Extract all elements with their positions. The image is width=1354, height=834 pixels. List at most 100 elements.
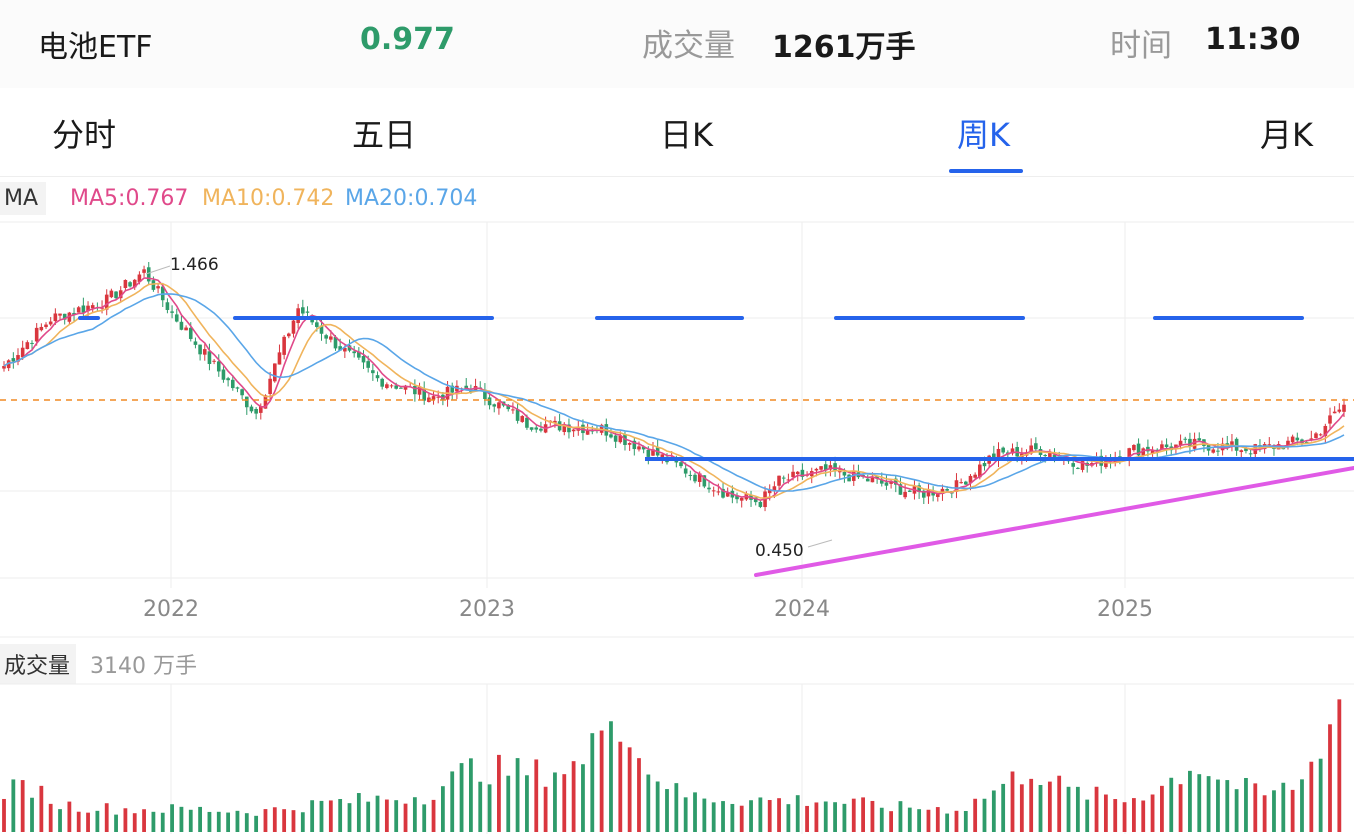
volume-bar bbox=[1300, 779, 1304, 832]
candle-body bbox=[240, 389, 244, 396]
candle-body bbox=[767, 489, 772, 494]
user-drawn-lines bbox=[0, 316, 1354, 577]
candle-body bbox=[688, 474, 693, 476]
tab-daily-k[interactable]: 日K bbox=[660, 116, 713, 154]
volume-bar bbox=[1244, 777, 1248, 832]
candle-body bbox=[268, 378, 272, 395]
volume-bar bbox=[1085, 799, 1090, 832]
candle-body bbox=[781, 477, 786, 479]
candle-body bbox=[1337, 409, 1342, 412]
candle-body bbox=[1314, 433, 1318, 439]
volume-bar bbox=[674, 783, 679, 832]
candle-body bbox=[842, 471, 847, 476]
high-annotation-leader bbox=[145, 265, 171, 275]
volume-bar bbox=[963, 810, 968, 832]
candle-body bbox=[935, 494, 940, 497]
candle-body bbox=[343, 347, 347, 352]
active-tab-indicator bbox=[949, 169, 1023, 173]
candle-body bbox=[380, 378, 384, 387]
candle-body bbox=[1267, 444, 1272, 446]
volume-bar bbox=[1253, 783, 1258, 832]
volume-bar bbox=[1113, 799, 1118, 832]
candle-body bbox=[249, 406, 254, 412]
volume-bar bbox=[795, 795, 800, 832]
volume-bar bbox=[291, 810, 296, 832]
candle-body bbox=[1178, 440, 1183, 446]
candle-body bbox=[870, 477, 875, 483]
candle-body bbox=[758, 501, 763, 507]
volume-bar bbox=[1188, 770, 1192, 832]
candle-body bbox=[403, 385, 408, 390]
candle-body bbox=[875, 475, 879, 479]
volume-bar bbox=[151, 811, 156, 832]
volume-bar bbox=[30, 797, 34, 832]
candle-body bbox=[506, 404, 511, 410]
volume-bar bbox=[1001, 783, 1006, 832]
candle-body bbox=[431, 396, 436, 400]
volume-bar bbox=[468, 758, 473, 832]
volume-bar bbox=[926, 809, 931, 832]
candle-body bbox=[725, 492, 730, 497]
candle-body bbox=[996, 448, 1001, 460]
candle-body bbox=[613, 435, 618, 442]
volume-bar bbox=[459, 763, 464, 832]
candle-body bbox=[627, 443, 632, 445]
candle-body bbox=[515, 409, 520, 421]
tab-intraday[interactable]: 分时 bbox=[52, 116, 117, 154]
volume-bar bbox=[1122, 802, 1127, 832]
volume-bar bbox=[683, 797, 688, 832]
volume-bar bbox=[263, 809, 268, 832]
tab-five-day[interactable]: 五日 bbox=[352, 116, 417, 154]
candle-body bbox=[235, 387, 240, 389]
volume-bar bbox=[170, 804, 174, 832]
candle-body bbox=[959, 482, 963, 484]
candle-body bbox=[1010, 448, 1015, 454]
candle-body bbox=[1136, 443, 1141, 456]
candle-body bbox=[48, 321, 53, 325]
tab-monthly-k[interactable]: 月K bbox=[1260, 116, 1313, 154]
volume-bar bbox=[1272, 790, 1276, 832]
ma20-value: MA20:0.704 bbox=[345, 186, 478, 211]
security-name: 电池ETF bbox=[38, 30, 153, 65]
volume-bar bbox=[412, 797, 417, 832]
candle-body bbox=[2, 365, 6, 369]
candle-body bbox=[711, 490, 716, 492]
tab-weekly-k[interactable]: 周K bbox=[957, 116, 1010, 154]
volume-bar bbox=[272, 807, 277, 832]
candle-body bbox=[609, 434, 613, 438]
volume-bar bbox=[1169, 777, 1174, 832]
candle-body bbox=[417, 386, 422, 395]
candle-body bbox=[693, 474, 697, 482]
candle-body bbox=[978, 464, 982, 478]
candle-body bbox=[11, 358, 16, 362]
candle-body bbox=[371, 370, 375, 374]
candle-body bbox=[30, 342, 34, 344]
candle-body bbox=[399, 387, 403, 389]
volume-bar bbox=[86, 812, 90, 832]
candle-body bbox=[1295, 437, 1300, 441]
candle-body bbox=[254, 408, 258, 414]
candle-body bbox=[898, 484, 903, 495]
ma-indicator-tag[interactable]: MA bbox=[0, 182, 47, 215]
candle-body bbox=[287, 333, 291, 337]
volume-bar bbox=[478, 781, 483, 832]
volume-indicator-tag[interactable]: 成交量 bbox=[0, 644, 77, 684]
candle-body bbox=[571, 429, 576, 432]
volume-bar bbox=[627, 747, 632, 832]
candle-body bbox=[795, 471, 800, 475]
volume-bar bbox=[515, 758, 520, 832]
volume-bar bbox=[553, 772, 557, 832]
volume-bar bbox=[188, 809, 193, 832]
volume-bar bbox=[235, 810, 240, 832]
volume-bar bbox=[637, 758, 641, 832]
candle-body bbox=[207, 351, 212, 365]
candle-body bbox=[389, 385, 394, 387]
candle-body bbox=[893, 478, 898, 485]
volume-bar bbox=[1094, 786, 1099, 832]
volume-bar bbox=[767, 800, 772, 832]
candle-body bbox=[6, 360, 11, 369]
candle-body bbox=[20, 347, 25, 358]
volume-bar bbox=[721, 801, 725, 832]
candle-body bbox=[366, 361, 370, 368]
